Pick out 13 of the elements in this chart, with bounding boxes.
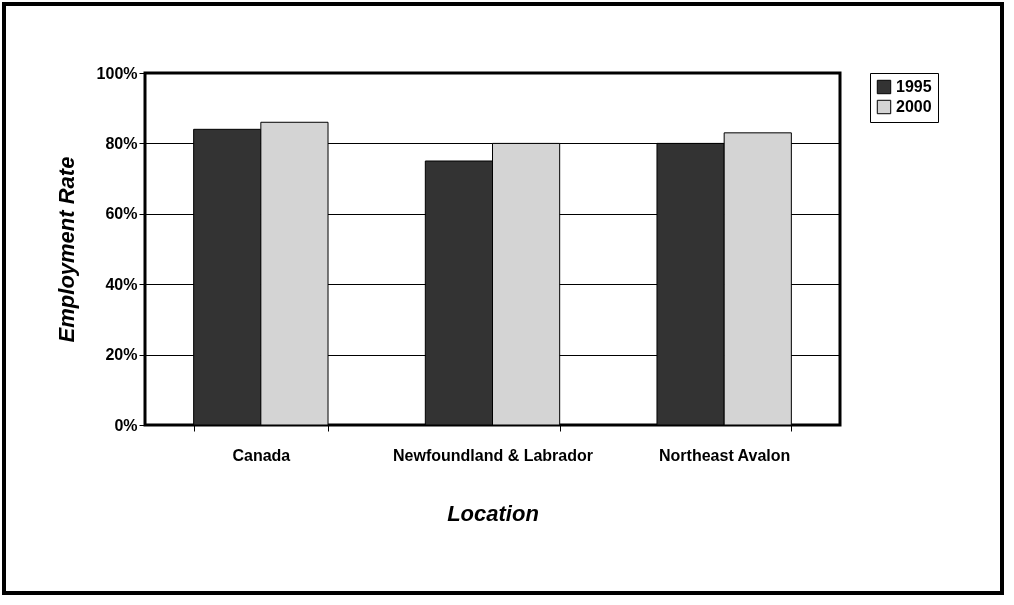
y-tick-label: 40% bbox=[105, 275, 138, 293]
x-tick-label: Northeast Avalon bbox=[659, 446, 791, 464]
y-tick-label: 20% bbox=[105, 346, 138, 364]
y-tick-label: 100% bbox=[96, 64, 138, 82]
x-axis-title: Location bbox=[447, 500, 539, 526]
x-tick-label: Canada bbox=[232, 446, 291, 464]
x-tick-label: Newfoundland & Labrador bbox=[393, 446, 593, 464]
y-tick-label: 80% bbox=[105, 134, 138, 152]
y-axis-title: Employment Rate bbox=[53, 156, 79, 343]
legend-label: 1995 bbox=[896, 78, 932, 95]
y-tick-label: 60% bbox=[105, 205, 138, 223]
y-tick-label: 0% bbox=[114, 416, 138, 434]
legend-label: 2000 bbox=[896, 98, 932, 115]
